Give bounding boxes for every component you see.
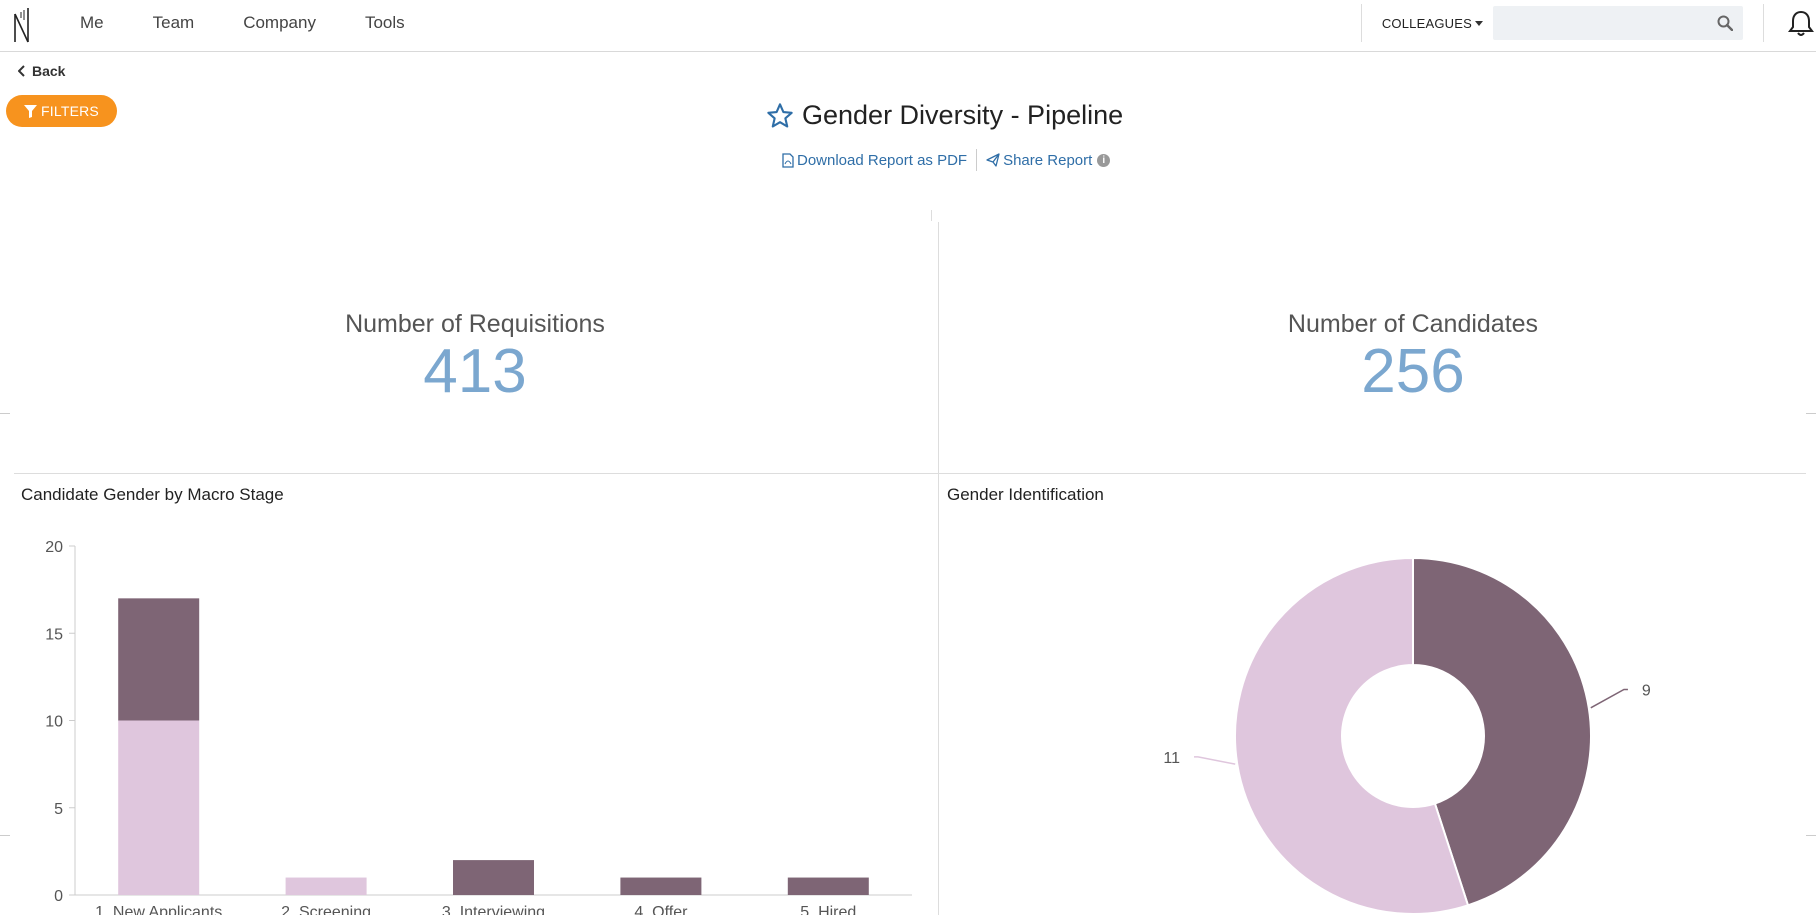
filters-button[interactable]: FILTERS <box>6 95 117 127</box>
x-tick-label: 3. Interviewing <box>442 904 545 915</box>
bar-segment[interactable] <box>118 598 200 721</box>
donut-slice[interactable] <box>1412 556 1592 907</box>
divider <box>1360 4 1362 42</box>
colleagues-label: COLLEAGUES <box>1381 15 1472 31</box>
donut-slice[interactable] <box>1234 556 1470 915</box>
slice-label: 11 <box>1163 750 1180 767</box>
divider <box>0 413 10 414</box>
slice-label: 9 <box>1642 682 1651 699</box>
filter-icon <box>24 104 38 118</box>
star-icon[interactable] <box>766 102 794 130</box>
bar-segment[interactable] <box>453 860 534 895</box>
report-title-text: Gender Diversity - Pipeline <box>802 100 1124 130</box>
bell-icon[interactable] <box>1786 9 1816 37</box>
nav-right: COLLEAGUES <box>1360 0 1816 46</box>
paper-plane-icon <box>986 153 1000 167</box>
back-link[interactable]: Back <box>18 63 65 79</box>
share-report-label: Share Report <box>1003 151 1093 169</box>
kpi-candidates: Number of Candidates 256 <box>1113 310 1713 403</box>
x-tick-label: 5. Hired <box>800 904 856 915</box>
download-pdf-label: Download Report as PDF <box>797 151 968 169</box>
top-navigation: Me Team Company Tools COLLEAGUES <box>0 0 1816 52</box>
divider <box>1763 4 1764 42</box>
slice-leader-line <box>1590 688 1628 709</box>
report-actions: Download Report as PDF Share Report i <box>782 149 1111 171</box>
nav-item-tools[interactable]: Tools <box>364 13 405 32</box>
donut-chart: 9 11 <box>1163 556 1651 915</box>
pdf-file-icon <box>782 152 794 168</box>
panel-divider-horizontal <box>14 473 1806 474</box>
bar-segment[interactable] <box>285 877 367 895</box>
divider <box>1806 413 1816 414</box>
y-tick-label: 5 <box>54 801 63 818</box>
kpi-value: 413 <box>423 337 527 406</box>
nav-item-me[interactable]: Me <box>80 13 104 32</box>
y-tick-label: 15 <box>45 626 63 643</box>
divider <box>976 149 978 171</box>
report-title: Gender Diversity - Pipeline <box>766 100 1123 131</box>
kpi-value: 256 <box>1361 337 1465 406</box>
x-tick-label: 2. Screening <box>281 904 371 915</box>
x-tick-label: 4. Offer <box>634 904 688 915</box>
bar-segment[interactable] <box>620 877 702 895</box>
search-box <box>1493 6 1743 40</box>
y-tick-label: 0 <box>54 888 63 905</box>
nav-item-company[interactable]: Company <box>243 13 316 32</box>
search-icon[interactable] <box>1717 15 1733 31</box>
app-logo-icon[interactable] <box>11 6 33 44</box>
stacked-bar-chart: 0 5 10 15 20 1. New Applicants 2. Screening 3. … <box>45 539 912 915</box>
main-nav: Me Team Company Tools <box>80 0 454 46</box>
divider <box>931 210 932 221</box>
bar-chart-title: Candidate Gender by Macro Stage <box>21 485 284 504</box>
search-input[interactable] <box>1493 6 1743 40</box>
caret-down-icon <box>1475 20 1483 26</box>
divider <box>1806 835 1816 836</box>
download-pdf-link[interactable]: Download Report as PDF <box>782 152 967 169</box>
x-tick-label: 1. New Applicants <box>95 904 222 915</box>
colleagues-dropdown[interactable]: COLLEAGUES <box>1382 16 1483 31</box>
back-label: Back <box>32 63 66 79</box>
kpi-requisitions: Number of Requisitions 413 <box>175 310 775 403</box>
kpi-label: Number of Candidates <box>1287 310 1539 338</box>
nav-item-team[interactable]: Team <box>152 13 195 32</box>
slice-leader-line <box>1194 756 1236 765</box>
divider <box>0 835 10 836</box>
y-tick-label: 10 <box>45 714 63 731</box>
pie-chart-title: Gender Identification <box>947 485 1104 504</box>
y-tick-label: 20 <box>45 539 63 556</box>
bar-segment[interactable] <box>787 877 869 895</box>
share-report-link[interactable]: Share Report <box>986 152 1092 169</box>
filters-label: FILTERS <box>41 103 99 119</box>
bar-segment[interactable] <box>118 720 200 896</box>
kpi-label: Number of Requisitions <box>345 310 605 338</box>
panel-divider-vertical <box>938 222 939 915</box>
info-icon[interactable]: i <box>1097 153 1111 167</box>
chevron-left-icon <box>18 65 25 77</box>
